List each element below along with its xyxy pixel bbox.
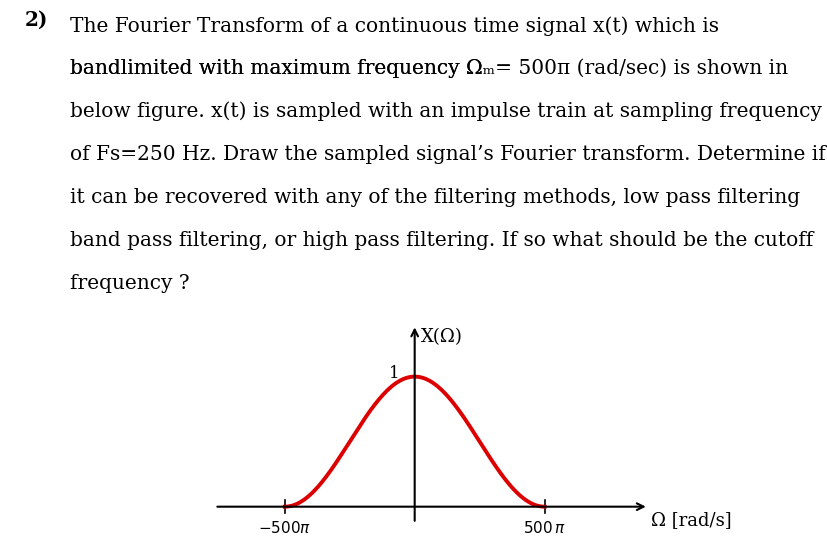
Text: 1: 1 bbox=[389, 365, 399, 382]
Text: The Fourier Transform of a continuous time signal x(t) which is: The Fourier Transform of a continuous ti… bbox=[70, 16, 719, 36]
Text: below figure. x(t) is sampled with an impulse train at sampling frequency: below figure. x(t) is sampled with an im… bbox=[70, 102, 822, 122]
Text: X(Ω): X(Ω) bbox=[420, 329, 462, 347]
Text: $-500\pi$: $-500\pi$ bbox=[258, 519, 311, 536]
Text: bandlimited with maximum frequency Ω: bandlimited with maximum frequency Ω bbox=[70, 59, 483, 78]
Text: of Fs=250 Hz. Draw the sampled signal’s Fourier transform. Determine if: of Fs=250 Hz. Draw the sampled signal’s … bbox=[70, 145, 826, 163]
Text: frequency ?: frequency ? bbox=[70, 273, 190, 292]
Text: 2): 2) bbox=[25, 9, 48, 30]
Text: bandlimited with maximum frequency Ωₘ= 500π (rad/sec) is shown in: bandlimited with maximum frequency Ωₘ= 5… bbox=[70, 59, 788, 79]
Text: Ω [rad/s]: Ω [rad/s] bbox=[651, 511, 732, 528]
Text: band pass filtering, or high pass filtering. If so what should be the cutoff: band pass filtering, or high pass filter… bbox=[70, 230, 814, 249]
Text: it can be recovered with any of the filtering methods, low pass filtering: it can be recovered with any of the filt… bbox=[70, 187, 801, 206]
Text: $500\,\pi$: $500\,\pi$ bbox=[523, 519, 566, 536]
